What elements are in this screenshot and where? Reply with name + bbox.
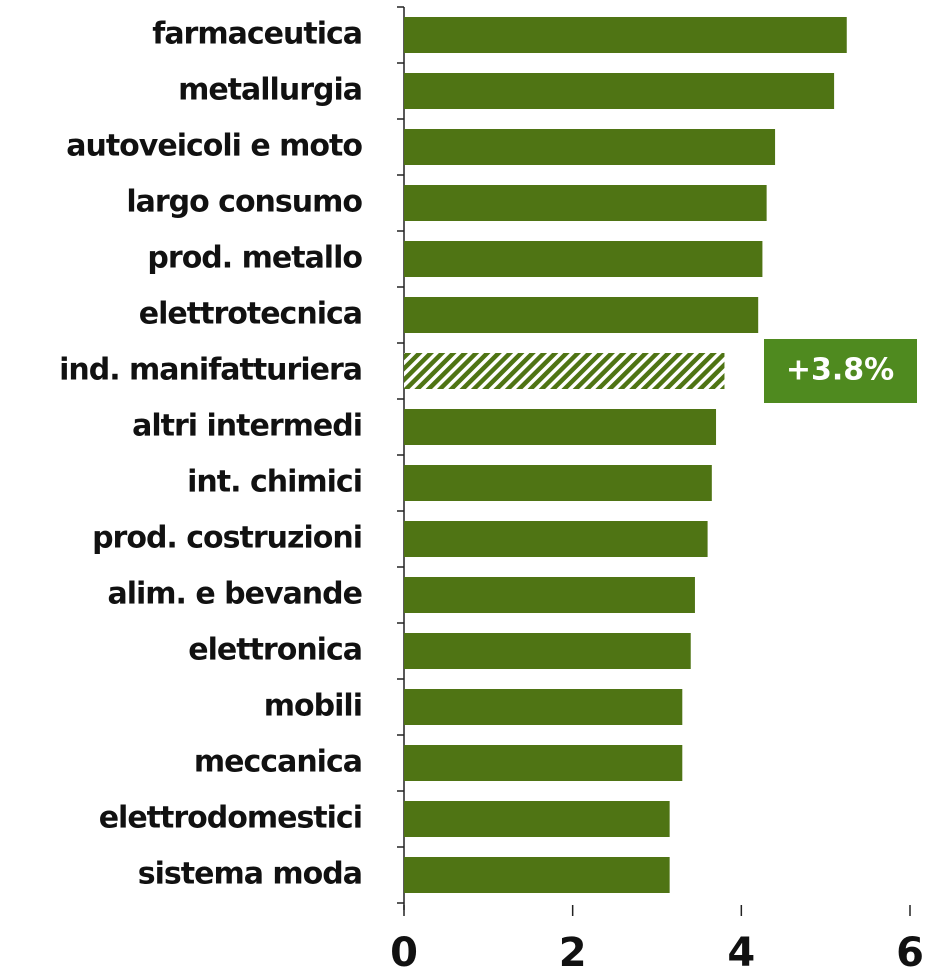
category-label: sistema moda — [138, 857, 362, 892]
bar — [404, 521, 708, 557]
x-tick-label: 2 — [559, 930, 587, 975]
category-label: farmaceutica — [152, 17, 362, 52]
bar — [404, 353, 725, 389]
category-label: meccanica — [194, 745, 362, 780]
category-label: int. chimici — [187, 465, 362, 500]
value-label: +3.8% — [786, 353, 894, 388]
bar — [404, 745, 683, 781]
category-label: autoveicoli e moto — [66, 129, 362, 164]
bar — [404, 465, 712, 501]
category-label: prod. metallo — [147, 241, 362, 276]
category-label: altri intermedi — [132, 409, 362, 444]
bar — [404, 689, 683, 725]
bar — [404, 801, 670, 837]
bar — [404, 857, 670, 893]
bar — [404, 297, 759, 333]
category-label: prod. costruzioni — [92, 521, 362, 556]
category-label: mobili — [264, 689, 362, 724]
x-tick-label: 0 — [390, 930, 418, 975]
category-label: elettrodomestici — [99, 801, 362, 836]
category-label: elettronica — [188, 633, 362, 668]
category-label: alim. e bevande — [107, 577, 362, 612]
bar — [404, 17, 847, 53]
category-label: elettrotecnica — [139, 297, 362, 332]
bar — [404, 633, 691, 669]
category-label: metallurgia — [178, 73, 362, 108]
category-label: ind. manifatturiera — [59, 353, 362, 388]
bar — [404, 241, 763, 277]
value-label-box — [764, 339, 917, 403]
x-tick-label: 6 — [896, 930, 924, 975]
x-tick-label: 4 — [727, 930, 755, 975]
bar — [404, 129, 776, 165]
bar — [404, 577, 695, 613]
bar — [404, 409, 717, 445]
category-label: largo consumo — [126, 185, 362, 220]
bar — [404, 185, 767, 221]
bar — [404, 73, 835, 109]
